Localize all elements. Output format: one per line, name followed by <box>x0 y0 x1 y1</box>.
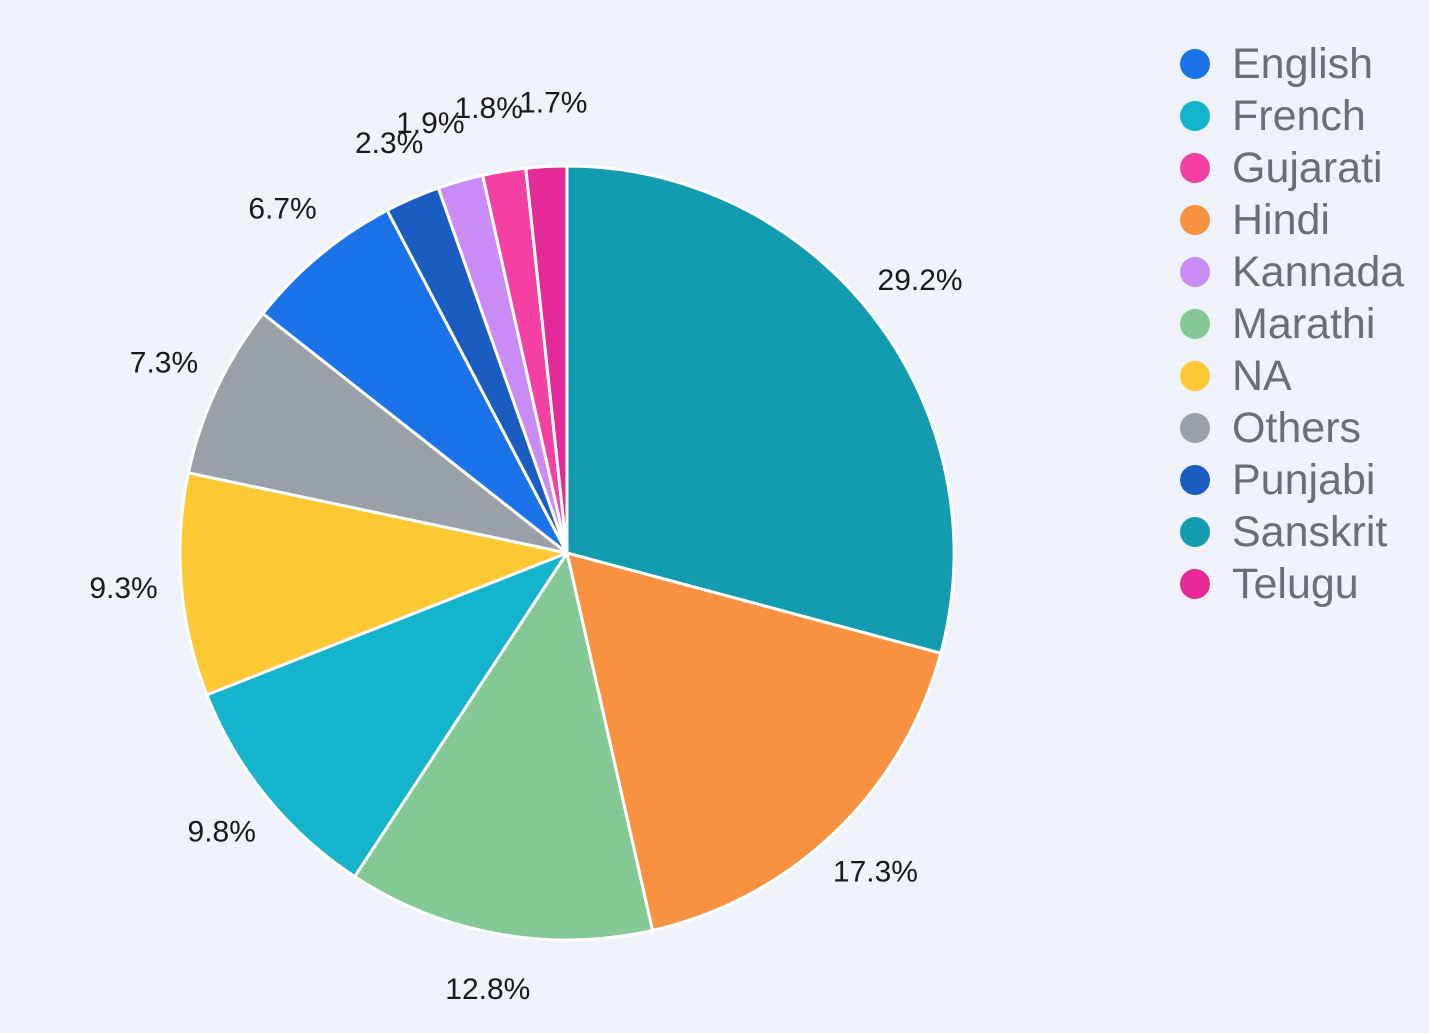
legend-item-english[interactable]: English <box>1180 38 1404 90</box>
pie-slice-telugu[interactable] <box>524 164 569 555</box>
legend-label: Punjabi <box>1232 456 1376 504</box>
legend-item-telugu[interactable]: Telugu <box>1180 558 1404 610</box>
slice-label-telugu: 1.7% <box>519 87 587 120</box>
legend-swatch-icon <box>1180 569 1210 599</box>
slice-label-english: 6.7% <box>248 193 316 226</box>
pie-slice-others[interactable] <box>186 312 569 555</box>
legend-swatch-icon <box>1180 101 1210 131</box>
slice-label-sanskrit: 29.2% <box>878 264 963 297</box>
pie-slice-french[interactable] <box>205 551 569 879</box>
slice-label-gujarati: 1.8% <box>455 92 523 125</box>
legend-swatch-icon <box>1180 413 1210 443</box>
legend-item-punjabi[interactable]: Punjabi <box>1180 454 1404 506</box>
legend-item-others[interactable]: Others <box>1180 402 1404 454</box>
pie-slice-english[interactable] <box>261 208 569 555</box>
legend-swatch-icon <box>1180 153 1210 183</box>
legend-label: Kannada <box>1232 248 1405 296</box>
legend-swatch-icon <box>1180 465 1210 495</box>
slice-label-kannada: 1.9% <box>396 107 464 140</box>
legend-swatch-icon <box>1180 49 1210 79</box>
slice-label-na: 9.3% <box>89 572 157 605</box>
legend: English French Gujarati Hindi Kannada Marathi… <box>1180 38 1404 610</box>
legend-swatch-icon <box>1180 517 1210 547</box>
legend-label: Telugu <box>1232 560 1359 608</box>
legend-label: Marathi <box>1232 300 1376 348</box>
pie-slice-sanskrit[interactable] <box>565 164 956 655</box>
slice-label-french: 9.8% <box>188 816 256 849</box>
legend-label: Sanskrit <box>1232 508 1388 556</box>
pie-slices <box>178 164 956 942</box>
legend-item-marathi[interactable]: Marathi <box>1180 298 1404 350</box>
legend-label: Gujarati <box>1232 144 1383 192</box>
legend-item-na[interactable]: NA <box>1180 350 1404 402</box>
pie-slice-marathi[interactable] <box>353 551 655 942</box>
slice-label-punjabi: 2.3% <box>355 127 423 160</box>
legend-label: NA <box>1232 352 1292 400</box>
slice-label-hindi: 17.3% <box>833 856 918 889</box>
slice-label-others: 7.3% <box>130 346 198 379</box>
pie-slice-labels: 29.2%17.3%12.8%9.8%9.3%7.3%6.7%2.3%1.9%1… <box>89 87 962 1006</box>
legend-swatch-icon <box>1180 361 1210 391</box>
pie-slice-hindi[interactable] <box>565 551 943 932</box>
legend-item-gujarati[interactable]: Gujarati <box>1180 142 1404 194</box>
legend-swatch-icon <box>1180 309 1210 339</box>
legend-item-hindi[interactable]: Hindi <box>1180 194 1404 246</box>
legend-item-sanskrit[interactable]: Sanskrit <box>1180 506 1404 558</box>
legend-swatch-icon <box>1180 205 1210 235</box>
legend-label: English <box>1232 40 1374 88</box>
legend-item-kannada[interactable]: Kannada <box>1180 246 1404 298</box>
pie-slice-na[interactable] <box>178 471 569 697</box>
legend-label: French <box>1232 92 1366 140</box>
legend-label: Hindi <box>1232 196 1330 244</box>
legend-item-french[interactable]: French <box>1180 90 1404 142</box>
slice-label-marathi: 12.8% <box>445 973 530 1006</box>
legend-label: Others <box>1232 404 1362 452</box>
legend-swatch-icon <box>1180 257 1210 287</box>
